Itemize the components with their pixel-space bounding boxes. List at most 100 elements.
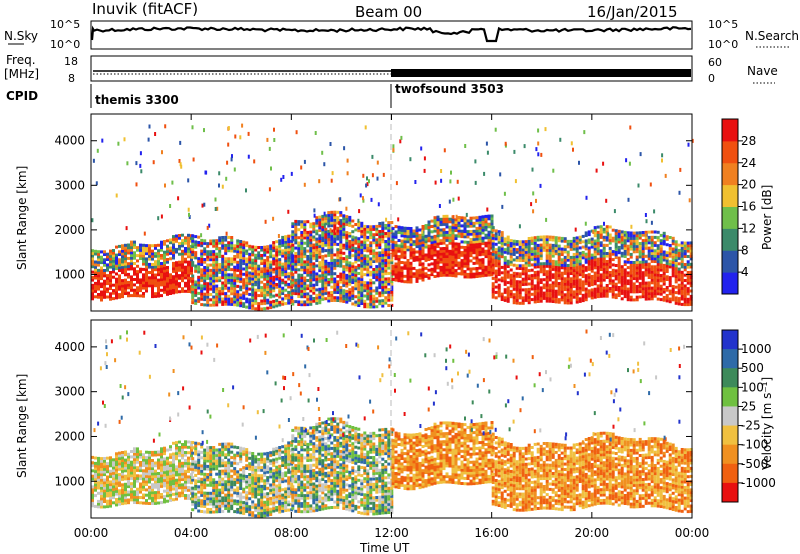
power-cell	[233, 276, 237, 280]
power-cell	[548, 259, 552, 263]
power-cell	[297, 228, 301, 232]
velocity-cell	[112, 485, 115, 489]
power-cell	[369, 236, 373, 239]
power-cell	[181, 241, 184, 245]
power-cell	[145, 252, 148, 256]
power-cell	[97, 263, 100, 267]
power-cell	[106, 268, 109, 272]
nsky-panel: N.Sky 10^5 10^0 10^5 10^0 N.Search	[4, 18, 799, 51]
power-cell	[539, 251, 543, 255]
power-cell	[611, 271, 615, 275]
power-cell	[157, 251, 160, 255]
power-cell	[469, 259, 473, 263]
power-cell	[300, 276, 304, 280]
power-cell	[530, 255, 534, 259]
power-cell	[218, 241, 222, 245]
power-cell	[242, 291, 246, 295]
power-cell	[581, 267, 585, 270]
power-cell	[300, 260, 304, 264]
power-cell	[372, 249, 376, 253]
power-cell	[509, 281, 513, 285]
power-cell	[683, 303, 687, 307]
velocity-cell	[151, 472, 154, 476]
power-cell	[563, 261, 567, 265]
power-cell	[118, 244, 121, 248]
power-cell	[281, 251, 285, 255]
power-cell	[275, 261, 279, 265]
power-cell	[686, 300, 690, 304]
power-cell	[336, 216, 340, 220]
power-cell	[539, 257, 543, 260]
power-cell	[497, 267, 501, 271]
power-cell	[626, 271, 630, 275]
power-cell	[635, 242, 639, 246]
power-cell	[312, 227, 316, 231]
velocity-cell	[130, 493, 133, 496]
power-cell	[254, 269, 258, 273]
power-cell	[109, 273, 112, 277]
power-cell	[608, 276, 612, 280]
power-cell	[506, 251, 510, 255]
power-cell	[451, 274, 455, 278]
power-cell	[659, 255, 663, 259]
power-cell	[442, 241, 446, 245]
power-cell	[357, 301, 361, 305]
power-cell	[491, 258, 495, 262]
power-cell	[548, 238, 552, 242]
power-scatter-cell	[365, 183, 368, 188]
power-cell	[336, 285, 340, 289]
velocity-cell	[175, 470, 178, 474]
power-cell	[336, 283, 340, 286]
power-cell	[512, 301, 516, 305]
power-scatter-cell	[535, 198, 537, 203]
power-cell	[236, 290, 240, 294]
power-cell	[533, 254, 537, 258]
power-colorbar-tick: 28	[741, 134, 756, 148]
power-cell	[536, 257, 540, 261]
power-cell	[451, 223, 455, 227]
power-cell	[506, 294, 510, 298]
power-cell	[351, 294, 355, 298]
velocity-cell	[151, 461, 154, 465]
power-cell	[599, 260, 603, 263]
power-cell	[257, 256, 261, 260]
power-cell	[97, 258, 100, 262]
power-cell	[548, 294, 552, 298]
power-cell	[351, 246, 355, 250]
power-cell	[345, 255, 349, 259]
power-cell	[439, 223, 443, 227]
power-cell	[251, 288, 255, 292]
power-cell	[115, 245, 118, 249]
velocity-cell	[172, 498, 175, 502]
power-colorbar-segment	[722, 272, 738, 295]
power-cell	[548, 299, 552, 303]
power-cell	[306, 265, 310, 269]
power-scatter-cell	[157, 216, 160, 221]
power-cell	[121, 265, 124, 269]
velocity-cell	[154, 475, 157, 478]
power-cell	[533, 236, 537, 240]
power-scatter-cell	[434, 180, 437, 185]
power-cell	[593, 277, 597, 280]
power-cell	[575, 239, 579, 243]
power-cell	[418, 252, 422, 256]
power-cell	[242, 296, 246, 300]
power-cell	[545, 248, 549, 252]
power-cell	[620, 241, 624, 245]
power-cell	[100, 295, 103, 299]
power-cell	[427, 236, 431, 240]
power-cell	[221, 246, 225, 250]
power-cell	[442, 260, 446, 264]
power-colorbar-tick: 16	[741, 200, 756, 214]
power-cell	[665, 261, 669, 265]
power-cell	[251, 261, 255, 265]
velocity-cell	[139, 453, 142, 456]
power-cell	[548, 275, 552, 279]
power-cell	[136, 272, 139, 276]
power-cell	[284, 256, 288, 260]
power-cell	[605, 265, 609, 269]
power-cell	[124, 257, 127, 261]
power-cell	[677, 291, 681, 295]
power-cell	[472, 248, 476, 252]
power-cell	[497, 230, 501, 234]
